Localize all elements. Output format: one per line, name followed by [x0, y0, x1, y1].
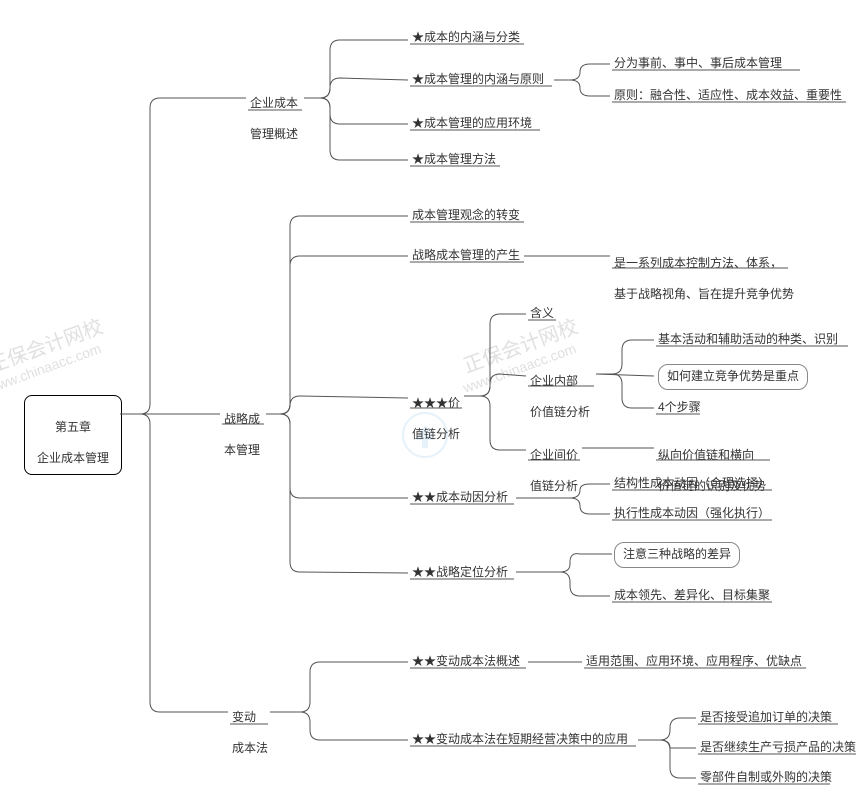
a-c2-d2: 原则：融合性、适应性、成本效益、重要性 [614, 88, 842, 104]
a-c2: ★成本管理的内涵与原则 [412, 72, 544, 88]
a-c3: ★成本管理的应用环境 [412, 116, 532, 132]
b3-d1: 含义 [530, 306, 554, 322]
b-c5: ★★战略定位分析 [412, 565, 508, 581]
b5-d1-callout: 注意三种战略的差异 [614, 542, 740, 568]
b4-d1: 结构性成本动因（合理选择） [614, 476, 770, 492]
b5-d2: 成本领先、差异化、目标集聚 [614, 588, 770, 604]
b3-d2-e1: 基本活动和辅助活动的种类、识别 [658, 332, 838, 348]
a-c2-d1: 分为事前、事中、事后成本管理 [614, 56, 782, 72]
b-c2-d: 是一系列成本控制方法、体系， 基于战略视角、旨在提升竞争优势 [614, 240, 794, 302]
a-c1: ★成本的内涵与分类 [412, 30, 520, 46]
b3-d2-e2-callout: 如何建立竞争优势是重点 [658, 364, 808, 390]
watermark-cn-1: 正保会计网校 [0, 310, 106, 378]
c-c2: ★★变动成本法在短期经营决策中的应用 [412, 732, 628, 748]
b-c3: ★★★价 值链分析 [412, 380, 460, 442]
b3-d2-e3: 4个步骤 [658, 400, 701, 416]
b-c1: 成本管理观念的转变 [412, 208, 520, 224]
b-c2: 战略成本管理的产生 [412, 248, 520, 264]
b3-d3: 企业间价 值链分析 [530, 432, 578, 494]
l1-a: 企业成本 管理概述 [250, 80, 298, 142]
b-c4: ★★成本动因分析 [412, 490, 508, 506]
c-c2-d1: 是否接受追加订单的决策 [700, 710, 832, 726]
l1-c: 变动 成本法 [232, 694, 268, 756]
root-node: 第五章 企业成本管理 [24, 395, 122, 475]
c-c1-d: 适用范围、应用环境、应用程序、优缺点 [586, 654, 802, 670]
root-line1: 第五章 [55, 420, 91, 434]
a-c4: ★成本管理方法 [412, 152, 496, 168]
c-c2-d3: 零部件自制或外购的决策 [700, 770, 832, 786]
watermark-url-1: www.chinaacc.com [0, 340, 103, 396]
c-c1: ★★变动成本法概述 [412, 654, 520, 670]
root-line2: 企业成本管理 [37, 451, 109, 465]
c-c2-d2: 是否继续生产亏损产品的决策 [700, 740, 856, 756]
l1-b: 战略成 本管理 [224, 396, 260, 458]
b4-d2: 执行性成本动因（强化执行） [614, 506, 770, 522]
b3-d2: 企业内部 价值链分析 [530, 358, 590, 420]
